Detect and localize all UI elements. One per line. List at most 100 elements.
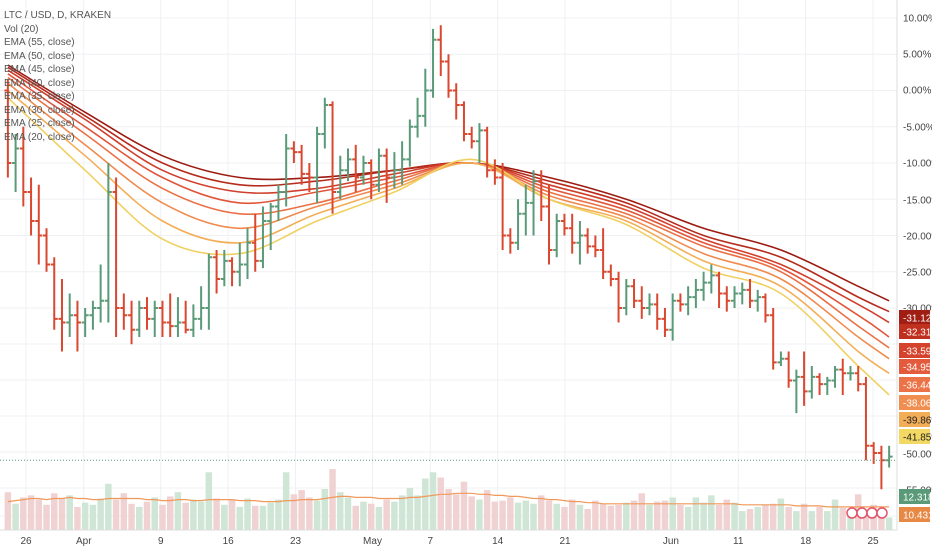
ohlc-bar-up xyxy=(885,445,893,468)
ohlc-bar-down xyxy=(599,228,607,279)
ohlc-bar-down xyxy=(761,293,769,323)
ohlc-bar-down xyxy=(128,300,136,345)
ohlc-bar-down xyxy=(661,308,669,337)
volume-bar xyxy=(228,499,236,530)
ohlc-bar-up xyxy=(282,134,290,207)
volume-bar xyxy=(344,497,352,530)
ema-line xyxy=(7,89,890,374)
volume-bar xyxy=(244,498,251,530)
ohlc-bar-down xyxy=(839,358,847,395)
ohlc-bar-up xyxy=(398,141,406,185)
volume-bar xyxy=(445,489,452,530)
ohlc-bar-down xyxy=(367,159,375,200)
x-tick-label: 14 xyxy=(492,536,504,547)
volume-bar xyxy=(329,469,336,530)
volume-bar xyxy=(298,490,305,530)
volume-bar xyxy=(723,499,731,530)
volume-bar xyxy=(391,501,398,530)
x-tick-label: Jun xyxy=(663,536,679,547)
ohlc-bar-up xyxy=(738,282,746,305)
ohlc-bar-down xyxy=(676,293,684,312)
volume-bar xyxy=(847,514,854,530)
volume-bar xyxy=(514,502,522,530)
ohlc-bar-down xyxy=(112,177,120,337)
volume-bar xyxy=(530,503,537,530)
ohlc-bar-down xyxy=(143,297,151,330)
price-badge xyxy=(899,324,930,339)
price-badge xyxy=(899,359,930,374)
ohlc-bar-down xyxy=(499,163,507,250)
volume-bar xyxy=(367,503,375,530)
volume-bar xyxy=(769,503,777,530)
volume-bar xyxy=(816,506,823,530)
volume-bar xyxy=(452,494,460,530)
ohlc-bar-up xyxy=(692,279,700,308)
price-badges: -31.12% -32.31% -33.59% -34.95% -36.44% -38.0… xyxy=(899,310,932,522)
volume-bar xyxy=(491,501,499,530)
volume-bar xyxy=(429,472,437,530)
volume-badge-label: 10.431K xyxy=(903,511,932,522)
volume-bar xyxy=(20,497,27,530)
ohlc-bar-down xyxy=(769,308,777,370)
ohlc-bar-up xyxy=(336,155,344,200)
ohlc-bar-down xyxy=(877,445,885,490)
ohlc-bar-up xyxy=(66,293,74,337)
x-tick-label: 25 xyxy=(867,536,879,547)
volume-bar xyxy=(677,504,684,530)
ohlc-bar-up xyxy=(622,279,630,316)
volume-bar xyxy=(27,495,35,530)
ohlc-bar-down xyxy=(491,159,499,185)
event-icon xyxy=(856,507,868,519)
volume-bar xyxy=(715,504,723,530)
volume-bar xyxy=(808,511,816,530)
ohlc-bar-up xyxy=(189,304,197,337)
volume-bar xyxy=(89,504,97,530)
volume-bar xyxy=(885,517,893,530)
ohlc-bar-down xyxy=(120,293,128,330)
ohlc-bar-down xyxy=(630,279,638,308)
volume-bar xyxy=(839,507,846,530)
volume-bar xyxy=(762,504,769,530)
volume-bar xyxy=(731,502,738,530)
price-badge-label: -38.06% xyxy=(903,399,932,410)
volume-bar xyxy=(522,500,530,530)
volume-bar xyxy=(553,503,560,530)
volume-bar xyxy=(251,505,259,530)
ohlc-bar-down xyxy=(182,300,190,334)
volume-bar xyxy=(785,506,792,530)
ohlc-bar-down xyxy=(298,144,306,185)
volume-bar xyxy=(638,493,646,530)
y-tick-label: -5.00% xyxy=(903,123,932,134)
candles xyxy=(0,25,897,490)
ohlc-bar-up xyxy=(576,221,584,265)
y-tick-label: 0.00% xyxy=(903,86,931,97)
ohlc-bar-down xyxy=(166,293,174,337)
ema-ribbon xyxy=(7,64,890,396)
x-tick-label: 11 xyxy=(733,536,744,547)
volume-bar xyxy=(739,511,746,530)
ohlc-bar-down xyxy=(158,300,166,337)
y-tick-label: -50.00% xyxy=(903,450,932,461)
ohlc-bar-up xyxy=(12,134,20,192)
volume-bar xyxy=(151,497,158,530)
ohlc-bar-down xyxy=(607,264,615,287)
volume-bar xyxy=(793,511,800,530)
volume-bar xyxy=(576,504,584,530)
volume-bar xyxy=(267,502,274,530)
volume-bar xyxy=(646,504,653,530)
ohlc-bar-down xyxy=(800,351,808,406)
ohlc-bar-up xyxy=(274,184,282,221)
ohlc-bar-up xyxy=(731,286,739,308)
ohlc-bar-up xyxy=(700,271,708,301)
price-badge xyxy=(899,412,930,427)
ohlc-bar-up xyxy=(522,184,530,236)
volume-bar xyxy=(653,501,661,530)
ohlc-bar-down xyxy=(591,235,599,258)
ohlc-bar-down xyxy=(383,148,391,203)
x-tick-label: Apr xyxy=(76,536,92,547)
ohlc-bar-up xyxy=(390,152,398,189)
price-axis: 10.00% 5.00% 0.00% -5.00% -10.00% -15.00% -20.… xyxy=(896,0,932,550)
price-axis-bg xyxy=(897,0,932,550)
price-badge xyxy=(899,395,930,410)
ohlc-bar-down xyxy=(854,366,862,392)
